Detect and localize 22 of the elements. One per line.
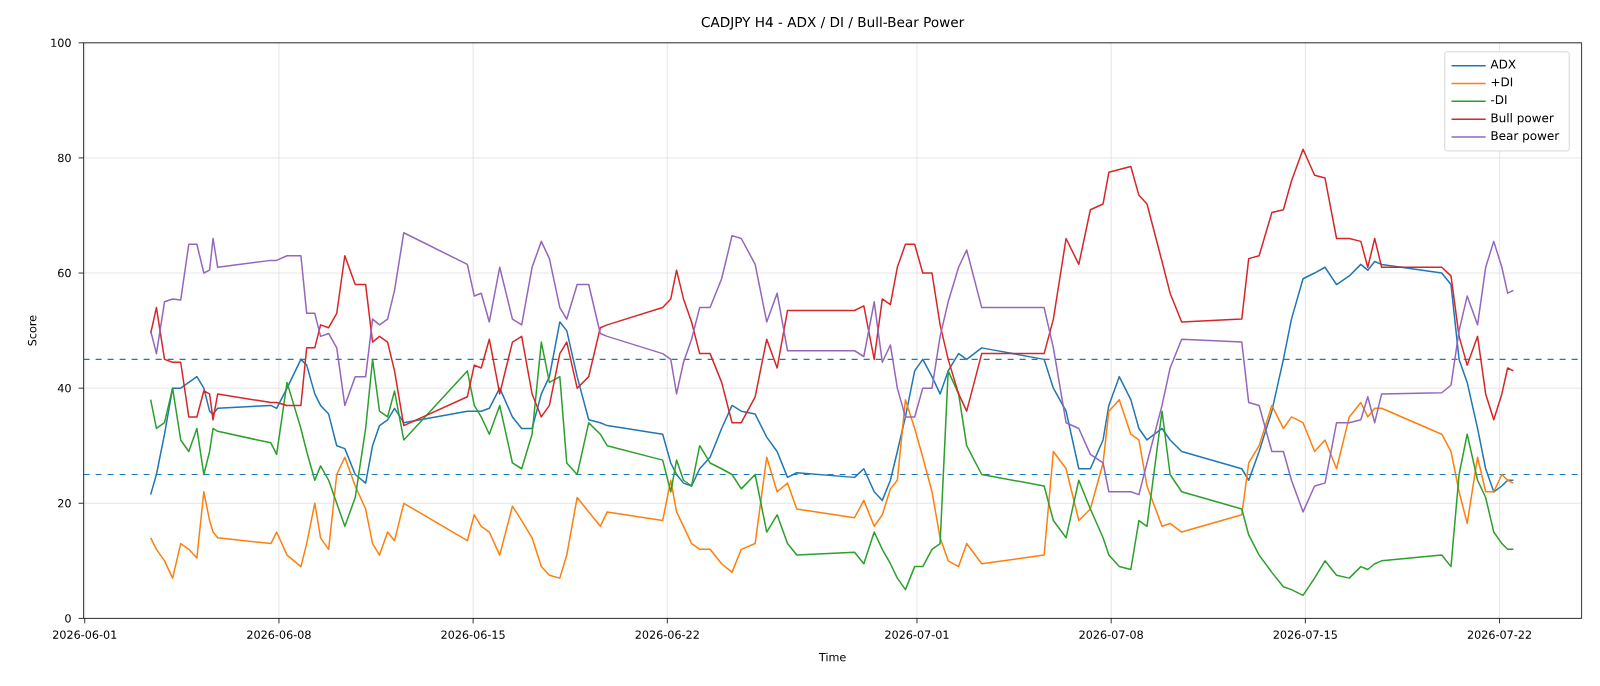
x-tick-label: 2026-07-08 xyxy=(1079,630,1143,639)
y-tick-label: 20 xyxy=(58,499,71,508)
y-tick-label: 80 xyxy=(58,153,71,163)
y-tick-label: 60 xyxy=(58,268,71,278)
legend-label: Bull power xyxy=(1491,113,1554,125)
chart-title: CADJPY H4 - ADX / DI / Bull-Bear Power xyxy=(701,16,965,30)
legend-label: ADX xyxy=(1490,59,1516,69)
legend-label: -DI xyxy=(1491,95,1507,105)
x-tick-label: 2026-06-15 xyxy=(441,630,505,639)
legend-label: Bear power xyxy=(1491,131,1560,143)
y-axis-title: Score xyxy=(27,315,37,346)
x-tick-label: 2026-06-22 xyxy=(635,630,699,639)
y-tick-label: 0 xyxy=(65,614,71,623)
y-tick-label: 40 xyxy=(57,383,71,393)
legend-label: +DI xyxy=(1491,77,1513,87)
x-tick-label: 2026-06-01 xyxy=(53,630,117,639)
x-tick-label: 2026-07-22 xyxy=(1467,630,1531,639)
x-tick-label: 2026-07-15 xyxy=(1273,630,1337,639)
x-axis-title: Time xyxy=(818,652,846,662)
x-tick-label: 2026-06-08 xyxy=(247,630,311,639)
x-tick-label: 2026-07-01 xyxy=(885,630,949,639)
y-tick-label: 100 xyxy=(51,38,71,48)
